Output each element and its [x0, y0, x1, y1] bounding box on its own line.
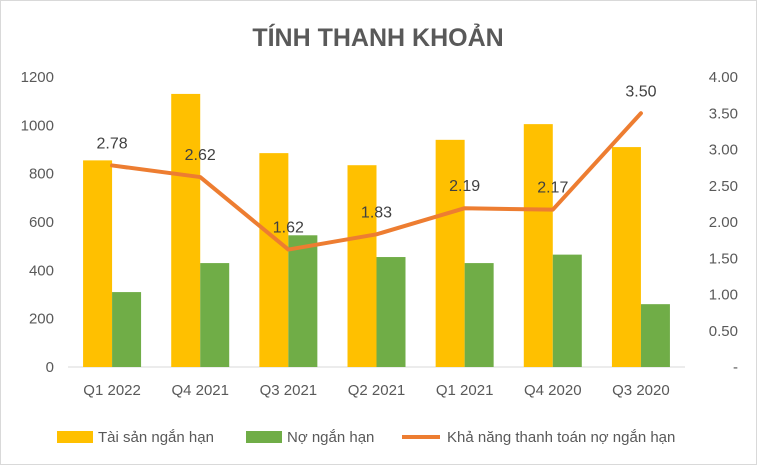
bar-tai-san-ngan-han — [523, 124, 553, 367]
line-data-label: 2.62 — [185, 147, 216, 164]
bar-tai-san-ngan-han — [171, 93, 201, 368]
line-kha-nang-thanh-toan — [110, 111, 643, 252]
legend-swatch — [57, 431, 93, 443]
bar-no-ngan-han — [552, 254, 582, 367]
line-data-label: 1.62 — [273, 220, 304, 237]
line-data-label: 2.78 — [97, 135, 128, 152]
line-data-label: 3.50 — [625, 83, 656, 100]
bar-no-ngan-han — [288, 235, 318, 367]
y-left-tick-label: 800 — [29, 166, 54, 183]
x-tick-label: Q1 2022 — [83, 382, 141, 399]
line-data-label: 1.83 — [361, 204, 392, 221]
bar-tai-san-ngan-han — [83, 160, 113, 367]
line-data-label: 2.19 — [449, 178, 480, 195]
y-left-tick-label: 600 — [29, 214, 54, 231]
bar-tai-san-ngan-han — [347, 165, 377, 367]
y-right-tick-label: 3.00 — [709, 142, 738, 159]
y-left-tick-label: 200 — [29, 311, 54, 328]
y-left-tick-label: 0 — [46, 359, 54, 376]
chart-title: TÍNH THANH KHOẢN — [252, 22, 503, 52]
y-right-tick-label: 0.50 — [709, 323, 738, 340]
legend-swatch — [246, 431, 282, 443]
x-tick-label: Q3 2021 — [260, 382, 318, 399]
y-right-tick-label: 2.50 — [709, 178, 738, 195]
legend-item-tai-san: Tài sản ngắn hạn — [57, 429, 214, 446]
y-left-tick-label: 400 — [29, 262, 54, 279]
y-right-tick-label: 4.00 — [709, 69, 738, 86]
y-left-tick-label: 1200 — [21, 69, 54, 86]
x-tick-label: Q1 2021 — [436, 382, 494, 399]
bar-tai-san-ngan-han — [259, 153, 289, 367]
line-data-label: 2.17 — [537, 180, 568, 197]
legend-label: Nợ ngắn hạn — [287, 429, 374, 446]
bar-no-ngan-han — [464, 263, 494, 367]
y-right-tick-label: 2.00 — [709, 214, 738, 231]
y-right-tick-label: 3.50 — [709, 105, 738, 122]
legend-label: Tài sản ngắn hạn — [98, 429, 214, 446]
y-right-tick-label: - — [733, 359, 738, 376]
bar-no-ngan-han — [640, 304, 670, 367]
legend-item-kha-nang: Khả năng thanh toán nợ ngắn hạn — [402, 429, 675, 446]
bar-tai-san-ngan-han — [435, 139, 465, 367]
bar-no-ngan-han — [376, 257, 406, 367]
legend-item-no: Nợ ngắn hạn — [246, 429, 374, 446]
x-tick-label: Q4 2021 — [171, 382, 229, 399]
bar-tai-san-ngan-han — [611, 147, 641, 367]
y-right-tick-label: 1.00 — [709, 287, 738, 304]
y-right-tick-label: 1.50 — [709, 250, 738, 267]
x-tick-label: Q2 2021 — [348, 382, 406, 399]
x-tick-label: Q4 2020 — [524, 382, 582, 399]
bar-no-ngan-han — [112, 292, 142, 367]
legend-label: Khả năng thanh toán nợ ngắn hạn — [447, 429, 675, 446]
bar-no-ngan-han — [200, 263, 230, 367]
y-left-tick-label: 1000 — [21, 117, 54, 134]
x-tick-label: Q3 2020 — [612, 382, 670, 399]
